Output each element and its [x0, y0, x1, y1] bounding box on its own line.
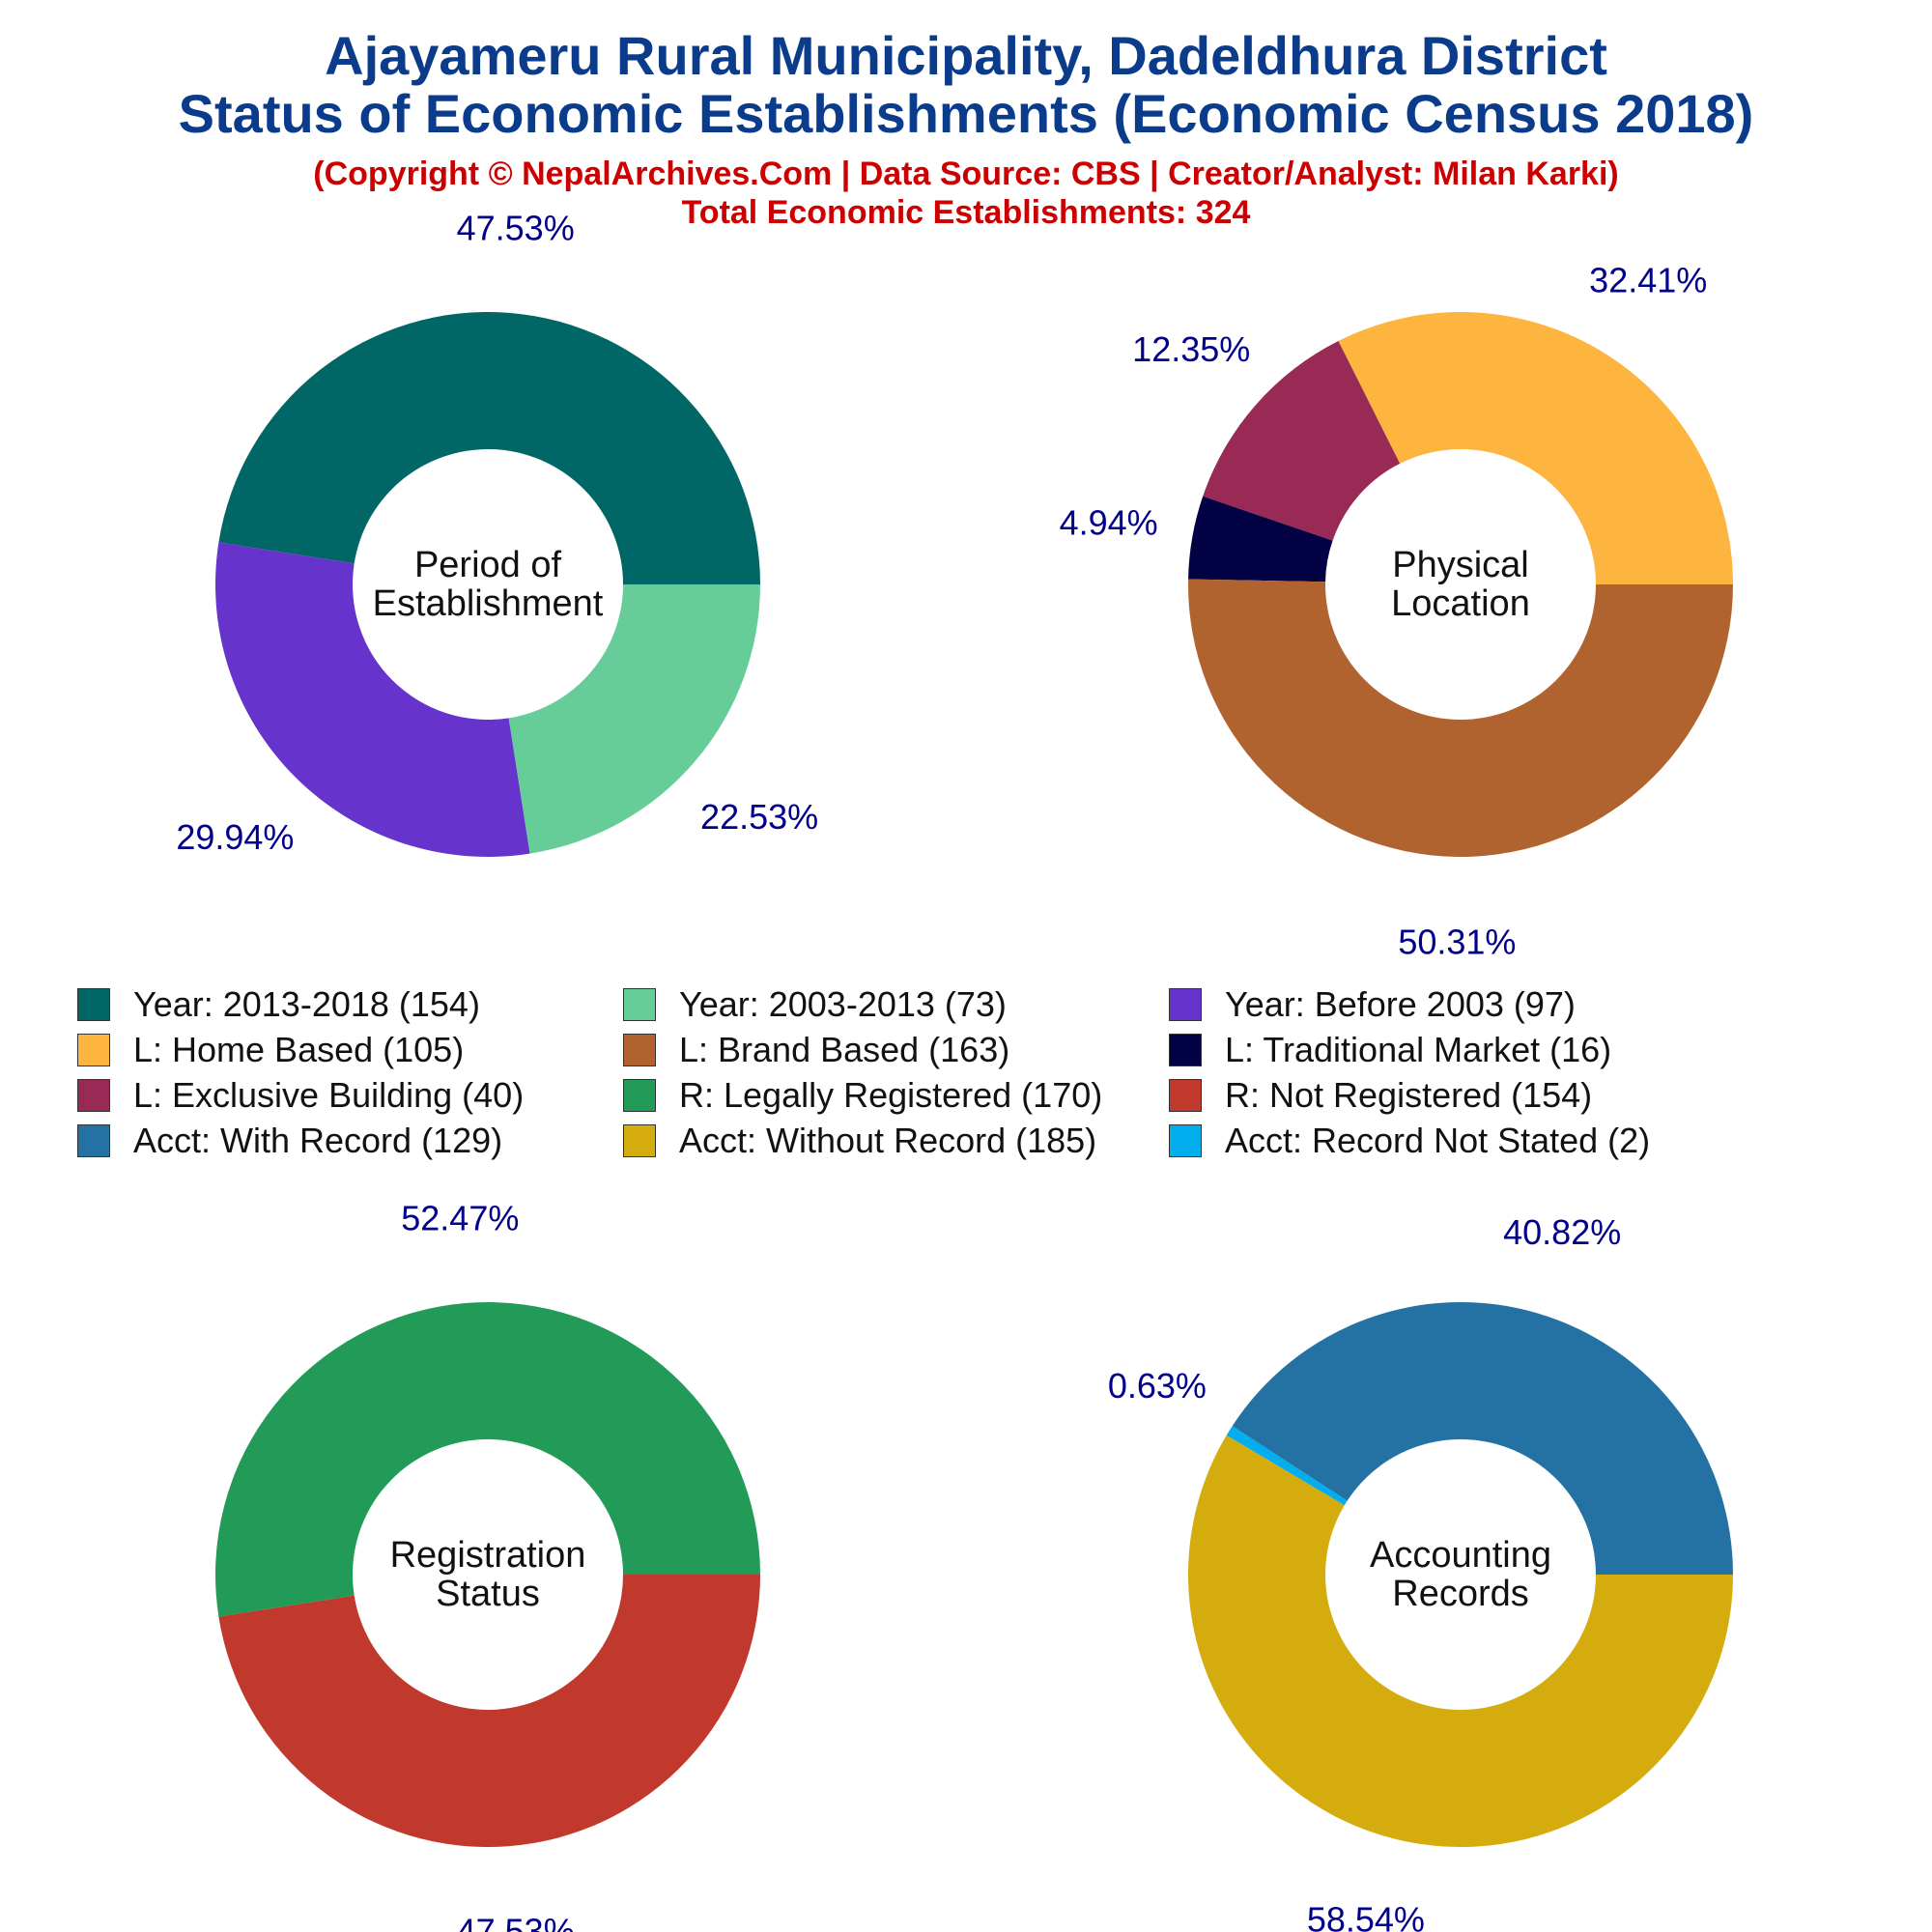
slice-l-home-based [1338, 312, 1733, 584]
legend-label: R: Not Registered (154) [1225, 1075, 1593, 1115]
legend-label: L: Traditional Market (16) [1225, 1030, 1612, 1069]
legend-swatch [77, 1079, 110, 1112]
legend-swatch [77, 1034, 110, 1066]
slice-l-traditional-market [1188, 496, 1333, 582]
slice-percent-label: 52.47% [401, 1199, 519, 1238]
slice-acct-with-record [1232, 1302, 1733, 1575]
slice-year-2013-2018 [218, 311, 761, 584]
donut-center-label: Period of Establishment [373, 545, 604, 624]
legend-item: L: Home Based (105) [77, 1029, 464, 1071]
legend-label: Acct: Without Record (185) [679, 1121, 1097, 1160]
donut-chart-1: 47.53% 29.94% 22.53% Period of Establishment [176, 209, 818, 858]
title-line-1: Ajayameru Rural Municipality, Dadeldhura… [325, 25, 1607, 86]
legend-label: Year: 2003-2013 (73) [679, 984, 1007, 1024]
slice-year-2003-2013 [508, 584, 760, 854]
legend-item: L: Exclusive Building (40) [77, 1074, 524, 1117]
donut-chart-3: 52.47% 47.53% Registration Status [214, 1199, 761, 1932]
legend-item: R: Not Registered (154) [1169, 1074, 1592, 1117]
slice-percent-label: 47.53% [457, 209, 575, 248]
legend-item: Year: Before 2003 (97) [1169, 983, 1576, 1026]
slice-percent-label: 50.31% [1398, 922, 1516, 961]
legend-swatch [77, 988, 110, 1021]
title-line-2: Status of Economic Establishments (Econo… [178, 83, 1754, 144]
legend-swatch [623, 1079, 656, 1112]
donut-chart-2: 32.41% 12.35% 4.94% 50.31% Physical Location [1060, 261, 1733, 961]
slice-percent-label: 0.63% [1108, 1366, 1207, 1406]
legend-swatch [623, 988, 656, 1021]
legend-item: L: Brand Based (163) [623, 1029, 1009, 1071]
legend-swatch [1169, 1124, 1202, 1157]
donut-center-label: Accounting Records [1370, 1535, 1551, 1614]
legend-item: Acct: Without Record (185) [623, 1120, 1096, 1162]
slice-r-legally-registered [214, 1301, 761, 1617]
slice-r-not-registered [218, 1575, 761, 1848]
legend-label: L: Brand Based (163) [679, 1030, 1010, 1069]
legend-swatch [1169, 1079, 1202, 1112]
legend-label: Year: Before 2003 (97) [1225, 984, 1576, 1024]
legend-item: Acct: Record Not Stated (2) [1169, 1120, 1650, 1162]
slice-percent-label: 29.94% [176, 817, 294, 857]
legend-label: Acct: With Record (129) [133, 1121, 503, 1160]
legend-label: L: Exclusive Building (40) [133, 1075, 525, 1115]
slice-acct-record-not-stated [1226, 1426, 1348, 1506]
legend-swatch [623, 1124, 656, 1157]
slice-percent-label: 47.53% [457, 1911, 575, 1932]
legend-item: Year: 2013-2018 (154) [77, 983, 480, 1026]
legend-item: Year: 2003-2013 (73) [623, 983, 1007, 1026]
legend-label: Year: 2013-2018 (154) [133, 984, 480, 1024]
donut-center-label: Registration Status [390, 1535, 586, 1614]
legend-swatch [77, 1124, 110, 1157]
slice-percent-label: 40.82% [1503, 1212, 1621, 1252]
slice-percent-label: 22.53% [700, 797, 818, 837]
slice-l-exclusive-building [1203, 340, 1401, 541]
slice-percent-label: 32.41% [1589, 261, 1707, 300]
legend-swatch [623, 1034, 656, 1066]
total-line: Total Economic Establishments: 324 [681, 194, 1251, 231]
copyright-line: (Copyright © NepalArchives.Com | Data So… [313, 156, 1619, 192]
legend-label: Acct: Record Not Stated (2) [1225, 1121, 1651, 1160]
legend-label: R: Legally Registered (170) [679, 1075, 1103, 1115]
legend-swatch [1169, 1034, 1202, 1066]
donut-chart-4: 40.82% 0.63% 58.54% Accounting Records [1108, 1212, 1733, 1932]
slice-year-before-2003 [215, 542, 530, 857]
legend-label: L: Home Based (105) [133, 1030, 465, 1069]
legend-item: Acct: With Record (129) [77, 1120, 502, 1162]
slice-percent-label: 4.94% [1060, 502, 1158, 542]
slice-acct-without-record [1188, 1435, 1733, 1847]
legend-item: L: Traditional Market (16) [1169, 1029, 1611, 1071]
legend-item: R: Legally Registered (170) [623, 1074, 1102, 1117]
donut-center-label: Physical Location [1391, 545, 1530, 624]
legend-swatch [1169, 988, 1202, 1021]
slice-l-brand-based [1188, 579, 1733, 857]
slice-percent-label: 58.54% [1307, 1899, 1425, 1932]
slice-percent-label: 12.35% [1132, 329, 1250, 369]
